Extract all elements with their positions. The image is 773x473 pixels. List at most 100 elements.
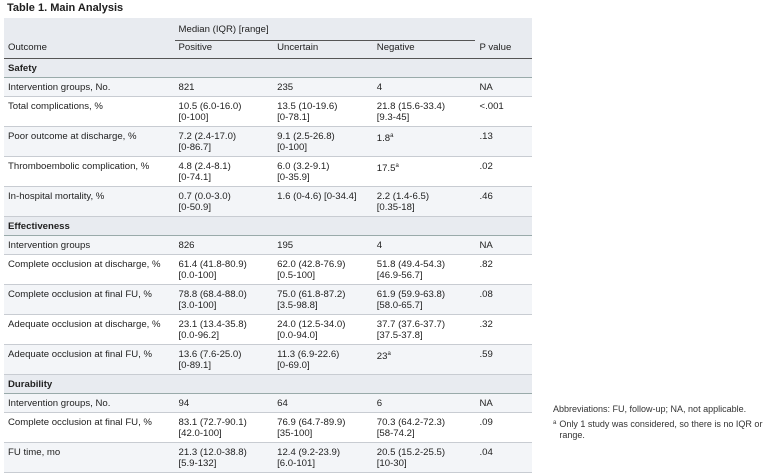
- cell-line: 64: [277, 398, 288, 409]
- cell-line: [58-74.2]: [376, 428, 415, 439]
- table-notes: Abbreviations: FU, follow-up; NA, not ap…: [553, 404, 771, 441]
- column-header-negative: Negative: [372, 40, 476, 59]
- cell-line: 76.9 (64.7-89.9): [277, 417, 346, 428]
- cell-line: 70.3 (64.2-72.3): [376, 417, 446, 428]
- cell-line: [0-69.0]: [277, 360, 310, 371]
- cell-negative: 21.8 (15.6-33.4) [9.3-45]: [372, 96, 476, 127]
- cell-line: 4.8 (2.4-8.1): [178, 161, 231, 172]
- cell-negative: 4: [372, 235, 476, 255]
- cell-line: 83.1 (72.7-90.1): [178, 417, 247, 428]
- cell-positive: 61.4 (41.8-80.9) [0.0-100]: [174, 254, 274, 285]
- cell-p-value: .13: [475, 126, 532, 157]
- cell-line: [0-74.1]: [178, 172, 212, 183]
- cell-negative: 51.8 (49.4-54.3) [46.9-56.7]: [372, 254, 476, 285]
- cell-line: [0.5-100]: [277, 270, 315, 281]
- column-header-outcome: Outcome: [4, 40, 175, 59]
- section-row: Safety: [4, 58, 532, 78]
- cell-uncertain: 1.6 (0-4.6) [0-34.4]: [273, 186, 373, 217]
- column-header-p-value: P value: [475, 40, 532, 59]
- cell-positive: 4.8 (2.4-8.1) [0-74.1]: [174, 156, 274, 187]
- cell-negative: 23a: [372, 344, 476, 375]
- cell-line: [10-30]: [376, 458, 407, 469]
- cell-line: 4: [376, 82, 383, 93]
- cell-line: 12.4 (9.2-23.9): [277, 447, 341, 458]
- table-row: In-hospital mortality, % 0.7 (0.0-3.0) [0-…: [4, 186, 532, 217]
- table-row: Complete occlusion at final FU, % 83.1 (7…: [4, 412, 532, 443]
- cell-line: [0.0-100]: [178, 270, 217, 281]
- cell-uncertain: 12.4 (9.2-23.9) [6.0-101]: [273, 442, 373, 473]
- cell-line: [0-78.1]: [277, 112, 310, 123]
- cell-uncertain: 235: [273, 77, 373, 97]
- cell-line: [46.9-56.7]: [376, 270, 423, 281]
- cell-line: 20.5 (15.2-25.5): [376, 447, 446, 458]
- cell-p-value: .59: [475, 344, 532, 375]
- cell-line: 62.0 (42.8-76.9): [277, 259, 346, 270]
- cell-negative: 4: [372, 77, 476, 97]
- cell-p-value: NA: [475, 235, 532, 255]
- cell-line: [0-35.9]: [277, 172, 310, 183]
- table-row: Adequate occlusion at discharge, % 23.1 (…: [4, 314, 532, 345]
- cell-line: 13.5 (10-19.6): [277, 101, 338, 112]
- cell-negative: 37.7 (37.6-37.7) [37.5-37.8]: [372, 314, 476, 345]
- cell-outcome: Thromboembolic complication, %: [4, 156, 175, 187]
- cell-p-value: NA: [475, 393, 532, 413]
- cell-line: [0-89.1]: [178, 360, 212, 371]
- cell-line: 0.7 (0.0-3.0): [178, 191, 231, 202]
- cell-line: [0-100]: [277, 142, 307, 153]
- table-row: Poor outcome at discharge, % 7.2 (2.4-17.…: [4, 126, 532, 157]
- footnote-mark: a: [395, 163, 399, 169]
- table-row: Intervention groups, No. 821 235 4 NA: [4, 77, 532, 97]
- cell-line: 21.8 (15.6-33.4): [376, 101, 446, 112]
- cell-positive: 826: [174, 235, 274, 255]
- cell-line: 37.7 (37.6-37.7): [376, 319, 446, 330]
- cell-line: 75.0 (61.8-87.2): [277, 289, 346, 300]
- cell-line: 51.8 (49.4-54.3): [376, 259, 446, 270]
- cell-line: [0.0-94.0]: [277, 330, 318, 341]
- cell-outcome: Adequate occlusion at final FU, %: [4, 344, 175, 375]
- cell-line: 2.2 (1.4-6.5): [376, 191, 430, 202]
- cell-positive: 94: [174, 393, 274, 413]
- cell-uncertain: 13.5 (10-19.6) [0-78.1]: [273, 96, 373, 127]
- cell-negative: 17.5a: [372, 156, 476, 187]
- cell-uncertain: 11.3 (6.9-22.6) [0-69.0]: [273, 344, 373, 375]
- section-heading: Durability: [4, 374, 532, 394]
- table-row: FU time, mo 21.3 (12.0-38.8) [5.9-132] 12.4…: [4, 442, 532, 473]
- footnote: a Only 1 study was considered, so there …: [553, 419, 771, 441]
- cell-line: [0.0-96.2]: [178, 330, 220, 341]
- cell-line: 7.2 (2.4-17.0): [178, 131, 237, 142]
- cell-line: 826: [178, 240, 195, 251]
- cell-line: 6: [376, 398, 383, 409]
- cell-line: [42.0-100]: [178, 428, 222, 439]
- table-row: Total complications, % 10.5 (6.0-16.0) [0-…: [4, 96, 532, 127]
- cell-line: 23.1 (13.4-35.8): [178, 319, 247, 330]
- table-row: Thromboembolic complication, % 4.8 (2.4-8…: [4, 156, 532, 187]
- cell-outcome: Adequate occlusion at discharge, %: [4, 314, 175, 345]
- cell-line: 195: [277, 240, 294, 251]
- cell-line: 17.5: [376, 163, 396, 175]
- cell-line: 235: [277, 82, 294, 93]
- section-heading: Safety: [4, 58, 532, 78]
- cell-outcome: Poor outcome at discharge, %: [4, 126, 175, 157]
- cell-positive: 13.6 (7.6-25.0) [0-89.1]: [174, 344, 274, 375]
- footnote-mark: a: [390, 133, 394, 139]
- cell-p-value: .46: [475, 186, 532, 217]
- cell-line: 61.9 (59.9-63.8): [376, 289, 446, 300]
- cell-outcome: Intervention groups: [4, 235, 175, 255]
- cell-line: 24.0 (12.5-34.0): [277, 319, 346, 330]
- column-header-positive: Positive: [174, 40, 274, 59]
- table-row: Complete occlusion at discharge, % 61.4 (…: [4, 254, 532, 285]
- cell-line: 61.4 (41.8-80.9): [178, 259, 247, 270]
- cell-line: 10.5 (6.0-16.0): [178, 101, 242, 112]
- cell-negative: 61.9 (59.9-63.8) [58.0-65.7]: [372, 284, 476, 315]
- cell-line: 78.8 (68.4-88.0): [178, 289, 247, 300]
- cell-p-value: .09: [475, 412, 532, 443]
- cell-line: 821: [178, 82, 195, 93]
- section-row: Durability: [4, 374, 532, 394]
- cell-positive: 821: [174, 77, 274, 97]
- cell-outcome: Complete occlusion at final FU, %: [4, 284, 175, 315]
- cell-line: 1.8: [376, 133, 391, 145]
- cell-uncertain: 62.0 (42.8-76.9) [0.5-100]: [273, 254, 373, 285]
- cell-line: [3.0-100]: [178, 300, 217, 311]
- cell-line: [0-86.7]: [178, 142, 212, 153]
- cell-uncertain: 195: [273, 235, 373, 255]
